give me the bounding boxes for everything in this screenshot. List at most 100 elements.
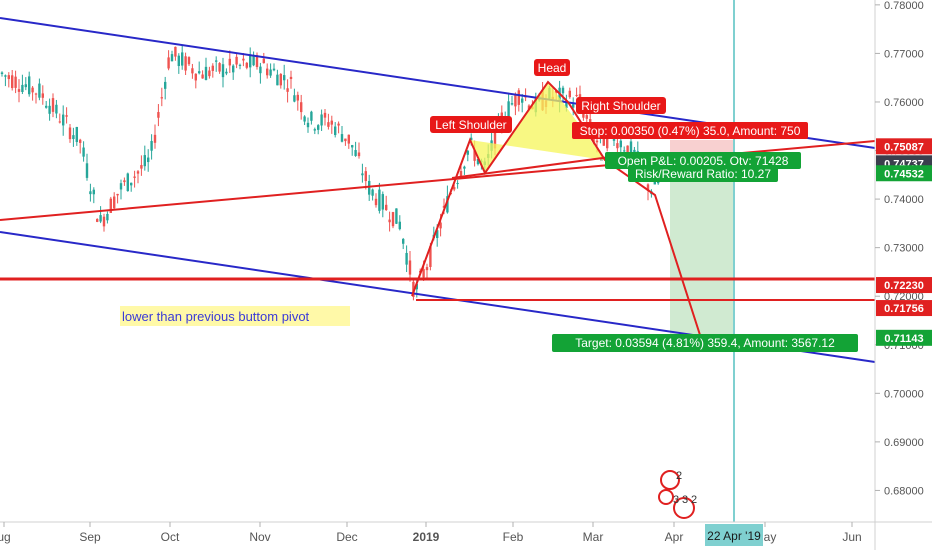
indicator-number-3: 3 [682, 494, 688, 506]
candle [575, 87, 578, 98]
x-tick-label: Oct [161, 530, 180, 544]
candle [242, 53, 245, 67]
candle [514, 92, 517, 116]
candle [368, 174, 371, 201]
candle [126, 172, 129, 192]
indicator-number-1: 2 [676, 470, 682, 482]
y-tick-label: 0.70000 [884, 388, 924, 400]
y-tick-label: 0.77000 [884, 48, 924, 60]
candle [194, 73, 197, 89]
candle [395, 208, 398, 225]
candle [143, 145, 146, 171]
candle [289, 70, 293, 89]
candle [225, 68, 228, 76]
candle [510, 95, 514, 106]
svg-text:0.71143: 0.71143 [884, 333, 923, 345]
price-tag: 0.71143 [876, 329, 932, 346]
candle [24, 77, 27, 91]
label-head: Head [534, 59, 570, 76]
candle [92, 187, 95, 204]
label-stop: Stop: 0.00350 (0.47%) 35.0, Amount: 750 [572, 122, 808, 139]
candle [11, 69, 14, 91]
svg-text:lower than previous buttom piv: lower than previous buttom pivot [122, 309, 310, 324]
candle [164, 76, 167, 100]
candle [371, 188, 374, 201]
svg-text:Open P&L: 0.00205, Qty: 71428: Open P&L: 0.00205, Qty: 71428 [618, 154, 789, 168]
candle [463, 165, 466, 175]
candle [262, 52, 265, 64]
x-tick-label: Jun [842, 530, 861, 544]
candle [72, 127, 75, 147]
y-tick-label: 0.69000 [884, 437, 924, 449]
candle [521, 93, 524, 113]
price-tag: 0.75087 [876, 138, 932, 155]
candle [364, 167, 367, 190]
price-tag: 0.74532 [876, 165, 932, 182]
x-tick-label: Sep [79, 530, 101, 544]
candle [235, 53, 238, 69]
candle [357, 142, 361, 159]
candle [388, 211, 391, 232]
candle [7, 72, 10, 88]
candle [398, 215, 401, 231]
candle [82, 141, 85, 162]
candle [160, 87, 163, 107]
candle [456, 180, 459, 189]
y-tick-label: 0.74000 [884, 194, 924, 206]
candle [153, 124, 157, 149]
candle [310, 110, 313, 125]
candle [405, 245, 408, 273]
candle [425, 263, 429, 280]
svg-text:0.72230: 0.72230 [884, 280, 924, 292]
svg-text:Left Shoulder: Left Shoulder [435, 118, 506, 132]
candle [113, 192, 116, 210]
candle [320, 109, 323, 132]
candle [215, 56, 218, 72]
candle [147, 149, 150, 172]
svg-text:Right Shoulder: Right Shoulder [581, 99, 660, 113]
candle [116, 193, 119, 204]
candle [408, 251, 412, 282]
candle [201, 70, 204, 79]
candle [68, 124, 72, 143]
candle [140, 155, 143, 176]
pattern-outline[interactable] [411, 80, 701, 336]
candle [466, 149, 469, 162]
candle [221, 57, 225, 88]
x-tick-label: Dec [336, 530, 357, 544]
indicator-icon[interactable]: 2 3 3 2 [658, 470, 697, 519]
candle [31, 85, 34, 101]
candle [75, 126, 78, 146]
candle [340, 125, 344, 143]
candle [48, 98, 51, 121]
candle [269, 63, 272, 78]
candle [204, 57, 208, 81]
neckline[interactable] [451, 156, 611, 179]
x-tick-label: 2019 [413, 530, 440, 544]
svg-text:22 Apr '19: 22 Apr '19 [707, 529, 761, 543]
candle [402, 237, 405, 250]
candle [453, 184, 456, 192]
candle [79, 138, 82, 154]
candle [106, 211, 109, 224]
label-right-shoulder: Right Shoulder [576, 97, 666, 114]
candle [133, 170, 136, 188]
svg-text:0.75087: 0.75087 [884, 141, 924, 153]
candle [374, 193, 378, 208]
price-tag: 0.72230 [876, 277, 932, 294]
candle [167, 50, 170, 71]
candle [45, 101, 48, 109]
y-tick-label: 0.73000 [884, 243, 924, 255]
candle [65, 107, 68, 124]
candle [286, 79, 289, 103]
candle [296, 91, 299, 111]
candle [51, 93, 55, 118]
candle [249, 47, 252, 78]
svg-text:Target: 0.03594 (4.81%) 359.4,: Target: 0.03594 (4.81%) 359.4, Amount: 3… [575, 336, 835, 350]
candle [517, 88, 520, 112]
candle [89, 183, 92, 202]
candle [170, 50, 174, 62]
y-tick-label: 0.76000 [884, 97, 924, 109]
candle [58, 113, 61, 124]
